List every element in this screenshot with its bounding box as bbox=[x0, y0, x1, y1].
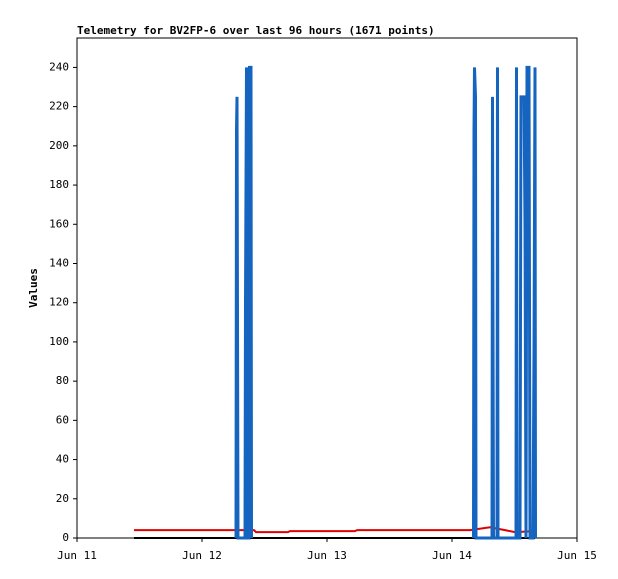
x-tick-label: Jun 13 bbox=[307, 549, 347, 562]
y-tick-label: 120 bbox=[49, 296, 69, 309]
chart-title: Telemetry for BV2FP-6 over last 96 hours… bbox=[77, 24, 435, 37]
y-tick-label: 220 bbox=[49, 100, 69, 113]
x-tick-label: Jun 11 bbox=[57, 549, 97, 562]
y-tick-label: 40 bbox=[56, 453, 69, 466]
y-tick-label: 180 bbox=[49, 178, 69, 191]
y-tick-label: 100 bbox=[49, 335, 69, 348]
y-tick-label: 60 bbox=[56, 413, 69, 426]
y-tick-label: 160 bbox=[49, 217, 69, 230]
series-line bbox=[234, 65, 537, 540]
y-tick-label: 80 bbox=[56, 374, 69, 387]
series-line bbox=[134, 526, 536, 534]
x-tick-label: Jun 12 bbox=[182, 549, 222, 562]
x-tick-label: Jun 15 bbox=[557, 549, 597, 562]
x-tick-label: Jun 14 bbox=[432, 549, 472, 562]
y-axis-label: Values bbox=[27, 268, 40, 308]
y-tick-label: 20 bbox=[56, 492, 69, 505]
y-tick-label: 240 bbox=[49, 60, 69, 73]
y-tick-label: 0 bbox=[62, 531, 69, 544]
y-tick-label: 200 bbox=[49, 139, 69, 152]
plot-frame bbox=[76, 37, 578, 539]
y-tick-label: 140 bbox=[49, 256, 69, 269]
